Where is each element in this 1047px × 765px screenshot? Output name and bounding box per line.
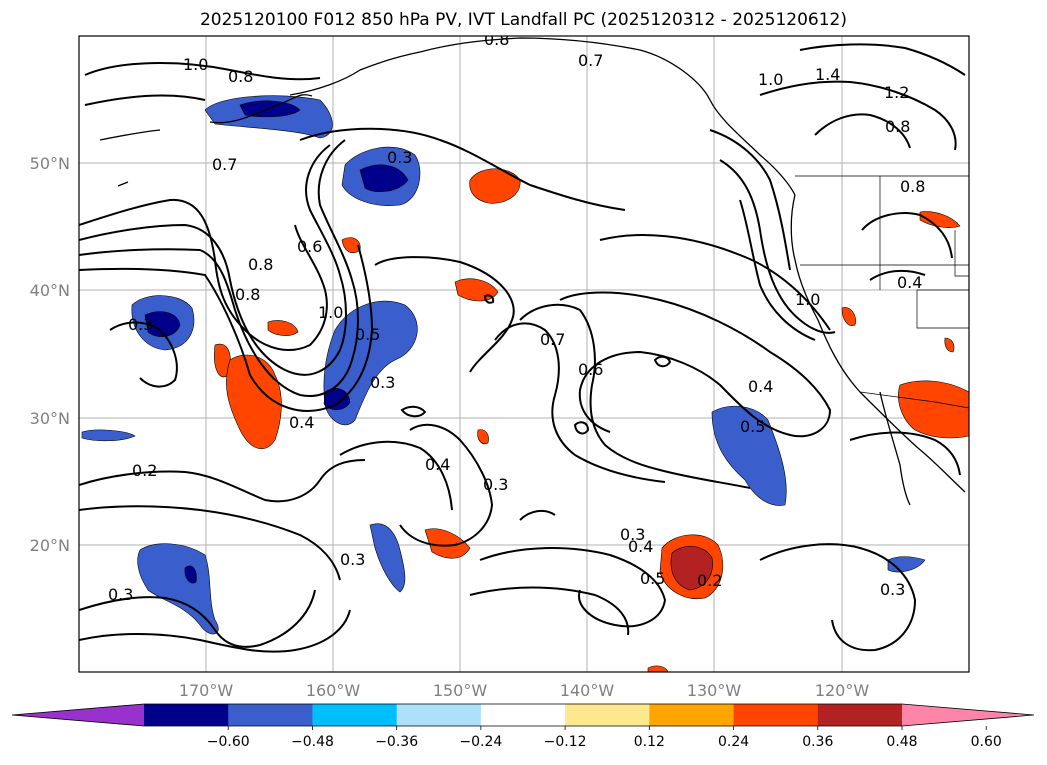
lat-tick-label: 20°N	[30, 536, 70, 555]
contour-label: 1.2	[884, 83, 909, 102]
colorbar-tick-label: −0.48	[291, 734, 334, 750]
contour-label: 1.4	[815, 65, 840, 84]
contour-label: 0.8	[248, 255, 273, 274]
map-content: 1.0 0.8 0.8 0.7 1.0 1.4 1.2 0.8 0.8 0.3 …	[79, 30, 969, 672]
lat-tick-label: 50°N	[30, 154, 70, 173]
lon-axis: 170°W 160°W 150°W 140°W 130°W 120°W	[179, 681, 870, 700]
coastlines	[99, 37, 966, 506]
contour-label: 0.3	[387, 148, 412, 167]
lon-tick-label: 130°W	[687, 681, 742, 700]
contour-label: 0.6	[297, 237, 322, 256]
contour-label: 0.4	[897, 273, 922, 292]
contour-label: 0.8	[885, 117, 910, 136]
pv-negative-region	[369, 523, 406, 593]
colorbar-swatch	[817, 704, 903, 726]
colorbar-tick-label: 0.24	[718, 734, 749, 750]
pv-positive-region	[477, 429, 489, 445]
colorbar-extend-min	[12, 704, 144, 726]
colorbar-outline	[11, 703, 1035, 727]
pv-positive-region	[841, 307, 856, 326]
pv-positive-region	[944, 337, 955, 353]
colorbar-tick-label: 0.60	[971, 734, 1002, 750]
pv-strong-negative-region	[184, 565, 197, 584]
contour-label: 1.0	[318, 303, 343, 322]
colorbar-swatch	[480, 704, 566, 726]
contour-label: 1.0	[183, 55, 208, 74]
colorbar-tick-label: 0.12	[634, 734, 665, 750]
contour-label: 0.3	[620, 525, 645, 544]
contour-label: 0.4	[289, 413, 314, 432]
contour-label: 0.6	[578, 360, 603, 379]
gridlines	[79, 36, 969, 672]
contour-label: 0.4	[748, 377, 773, 396]
lon-tick-label: 140°W	[560, 681, 615, 700]
colorbar-swatch	[396, 704, 482, 726]
lat-tick-label: 30°N	[30, 409, 70, 428]
pv-positive-region	[424, 528, 471, 559]
colorbar: −0.60 −0.48 −0.36 −0.24 −0.12 0.12 0.24 0.36 0.4…	[11, 703, 1035, 750]
pv-strong-positive-region	[670, 546, 713, 591]
contour-label: 0.2	[697, 571, 722, 590]
contour-label: 0.5	[640, 569, 665, 588]
contour-label: 0.7	[540, 330, 565, 349]
contour-label: 0.8	[900, 177, 925, 196]
contour-label-group: 1.0 0.8 0.8 0.7 1.0 1.4 1.2 0.8 0.8 0.3 …	[108, 30, 925, 604]
ivt-contours	[79, 43, 966, 653]
colorbar-swatch	[228, 704, 313, 726]
contour-label: 0.8	[484, 30, 509, 49]
contour-label: 0.3	[880, 580, 905, 599]
contour-label: 0.3	[108, 585, 133, 604]
colorbar-tick-label: −0.60	[207, 734, 250, 750]
contour-label: 0.7	[578, 51, 603, 70]
contour-label: 1.0	[758, 70, 783, 89]
lat-tick-label: 40°N	[30, 281, 70, 300]
pv-positive-region	[898, 380, 969, 439]
colorbar-swatch	[144, 704, 229, 726]
lon-tick-label: 160°W	[306, 681, 361, 700]
pv-positive-region	[469, 168, 521, 204]
colorbar-tick-label: 0.48	[886, 734, 917, 750]
contour-label: 0.4	[425, 455, 450, 474]
colorbar-tick-label: −0.24	[459, 734, 502, 750]
lon-tick-label: 170°W	[179, 681, 234, 700]
colorbar-swatch	[312, 704, 398, 726]
colorbar-swatch	[565, 704, 650, 726]
pv-strong-negative-region	[359, 164, 409, 193]
contour-label: 1.0	[795, 290, 820, 309]
contour-label: 0.3	[370, 373, 395, 392]
pv-strong-negative-region	[239, 100, 301, 118]
contour-label: 0.8	[228, 67, 253, 86]
pv-positive-region	[226, 354, 282, 449]
map-title: 2025120100 F012 850 hPa PV, IVT Landfall…	[199, 10, 847, 30]
map-frame	[78, 35, 970, 673]
contour-label: 0.5	[355, 325, 380, 344]
pv-positive-region	[647, 665, 669, 672]
contour-label: 0.3	[483, 475, 508, 494]
contour-label: 0.3	[340, 550, 365, 569]
pv-shading	[81, 95, 969, 672]
contour-label: 0.5	[740, 417, 765, 436]
pv-negative-region	[711, 405, 787, 506]
lat-axis: 50°N 40°N 30°N 20°N	[30, 154, 70, 555]
colorbar-tick-label: −0.12	[544, 734, 587, 750]
colorbar-swatch	[649, 704, 735, 726]
contour-label: 0.7	[212, 155, 237, 174]
pv-positive-region	[919, 211, 961, 228]
lon-tick-label: 150°W	[433, 681, 488, 700]
pv-negative-region	[81, 429, 136, 442]
colorbar-tick-label: 0.36	[802, 734, 833, 750]
colorbar-swatch	[733, 704, 819, 726]
contour-label: 0.4	[628, 537, 653, 556]
contour-label: 0.3	[128, 315, 153, 334]
lon-tick-label: 120°W	[815, 681, 870, 700]
colorbar-tick-label: −0.36	[375, 734, 418, 750]
pv-positive-region	[267, 320, 299, 336]
colorbar-extend-max	[902, 704, 1034, 726]
political-borders	[795, 175, 969, 409]
pv-strong-negative-region	[144, 311, 181, 338]
contour-label: 0.2	[132, 461, 157, 480]
contour-label: 0.8	[235, 285, 260, 304]
